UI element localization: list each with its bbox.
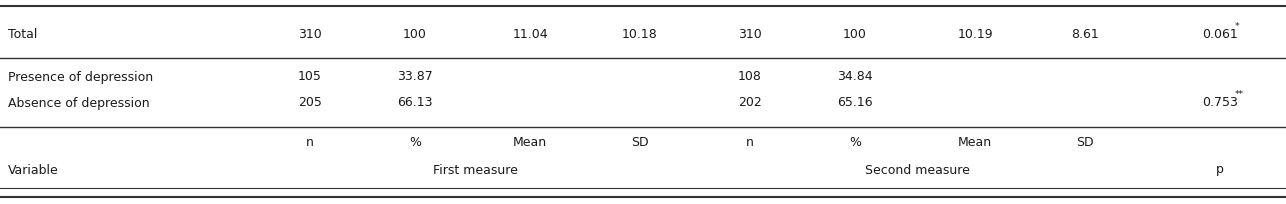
Text: 310: 310 bbox=[298, 29, 322, 41]
Text: 205: 205 bbox=[298, 96, 322, 110]
Text: **: ** bbox=[1235, 91, 1244, 100]
Text: 8.61: 8.61 bbox=[1071, 29, 1098, 41]
Text: SD: SD bbox=[1076, 136, 1094, 150]
Text: Second measure: Second measure bbox=[865, 163, 970, 176]
Text: Mean: Mean bbox=[958, 136, 992, 150]
Text: Total: Total bbox=[8, 29, 37, 41]
Text: Variable: Variable bbox=[8, 163, 59, 176]
Text: 0.061: 0.061 bbox=[1202, 29, 1238, 41]
Text: 66.13: 66.13 bbox=[397, 96, 433, 110]
Text: 33.87: 33.87 bbox=[397, 71, 433, 83]
Text: 100: 100 bbox=[403, 29, 427, 41]
Text: SD: SD bbox=[631, 136, 649, 150]
Text: %: % bbox=[849, 136, 862, 150]
Text: Presence of depression: Presence of depression bbox=[8, 71, 153, 83]
Text: 105: 105 bbox=[298, 71, 322, 83]
Text: First measure: First measure bbox=[432, 163, 517, 176]
Text: Absence of depression: Absence of depression bbox=[8, 96, 149, 110]
Text: *: * bbox=[1235, 22, 1238, 31]
Text: 108: 108 bbox=[738, 71, 761, 83]
Text: n: n bbox=[306, 136, 314, 150]
Text: 310: 310 bbox=[738, 29, 761, 41]
Text: Mean: Mean bbox=[513, 136, 547, 150]
Text: 10.19: 10.19 bbox=[957, 29, 993, 41]
Text: %: % bbox=[409, 136, 421, 150]
Text: 0.753: 0.753 bbox=[1202, 96, 1238, 110]
Text: p: p bbox=[1217, 163, 1224, 176]
Text: n: n bbox=[746, 136, 754, 150]
Text: 10.18: 10.18 bbox=[622, 29, 658, 41]
Text: 202: 202 bbox=[738, 96, 761, 110]
Text: 65.16: 65.16 bbox=[837, 96, 873, 110]
Text: 11.04: 11.04 bbox=[512, 29, 548, 41]
Text: 34.84: 34.84 bbox=[837, 71, 873, 83]
Text: 100: 100 bbox=[844, 29, 867, 41]
